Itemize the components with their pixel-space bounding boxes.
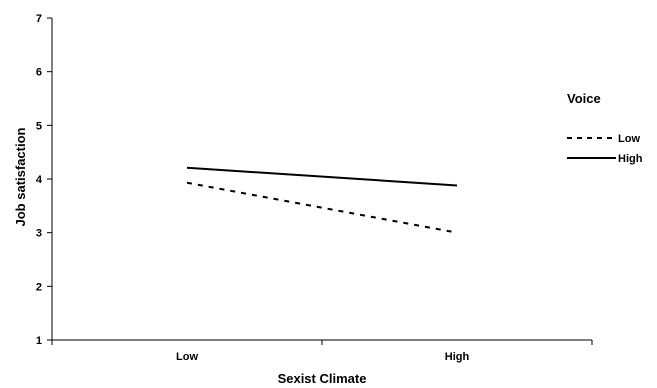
y-tick-label: 4 xyxy=(36,174,43,186)
legend-label-high: High xyxy=(618,153,643,165)
x-axis-label: Sexist Climate xyxy=(278,371,367,386)
y-tick-label: 6 xyxy=(36,67,42,79)
y-tick-label: 2 xyxy=(36,281,42,293)
x-ticks: Low High xyxy=(51,340,593,363)
y-tick-label: 5 xyxy=(36,120,42,132)
axes xyxy=(51,18,592,341)
series-lines xyxy=(186,166,458,234)
legend-title: Voice xyxy=(567,91,601,106)
x-tick-label: Low xyxy=(176,351,198,363)
y-ticks: 1 2 3 4 5 6 7 xyxy=(36,13,52,347)
x-tick-label: High xyxy=(445,351,470,363)
legend: Voice Low High xyxy=(567,91,643,165)
y-axis-label: Job satisfaction xyxy=(13,127,28,226)
legend-label-low: Low xyxy=(618,133,640,145)
y-tick-label: 1 xyxy=(36,335,42,347)
y-tick-label: 3 xyxy=(36,228,42,240)
series-line-high xyxy=(186,166,458,187)
series-line-low xyxy=(186,181,458,234)
y-tick-label: 7 xyxy=(36,13,42,25)
